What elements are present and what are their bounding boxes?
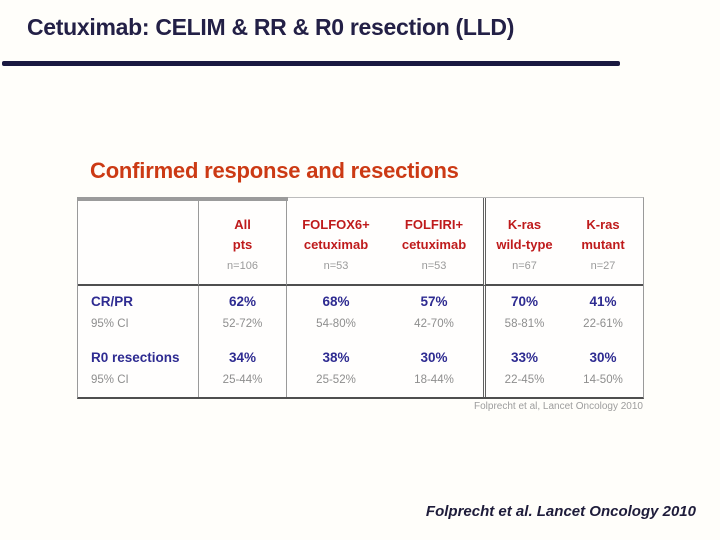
header-n: n=106 <box>227 259 258 272</box>
header-cell-rowlabels <box>78 198 199 286</box>
header-line1: K-ras <box>507 216 542 232</box>
header-line2: cetuximab <box>401 236 467 252</box>
value-cell: 30% <box>420 349 448 365</box>
ci-cell: 52-72% <box>199 316 287 342</box>
value-cell: 57% <box>420 293 448 309</box>
header-line1: FOLFIRI+ <box>404 216 464 232</box>
header-line2: mutant <box>581 236 625 252</box>
ci-cell: 25-52% <box>316 374 356 386</box>
header-n: n=53 <box>323 259 349 272</box>
ci-cell: 25-44% <box>199 372 287 397</box>
header-line1: K-ras <box>586 216 620 232</box>
header-cell-folfox6-cetuximab: FOLFOX6+ cetuximab n=53 <box>287 198 385 286</box>
value-cell: 34% <box>199 342 287 372</box>
ci-cell: 54-80% <box>316 318 356 330</box>
header-line2: wild-type <box>496 236 553 252</box>
ci-cell: 18-44% <box>414 374 454 386</box>
value-cell: 70% <box>483 286 563 316</box>
row-label-crpr: CR/PR <box>78 286 199 316</box>
figure-title: Confirmed response and resections <box>90 158 459 183</box>
ci-cell: 14-50% <box>583 374 623 386</box>
header-cell-all-pts: All pts n=106 <box>199 198 287 286</box>
ci-cell: 22-61% <box>583 318 623 330</box>
header-line1: FOLFOX6+ <box>302 216 370 232</box>
header-cell-kras-mutant: K-ras mutant n=27 <box>563 198 643 286</box>
ci-cell: 58-81% <box>483 316 563 342</box>
header-n: n=27 <box>590 259 616 272</box>
ci-cell: 22-45% <box>483 372 563 397</box>
value-cell: 68% <box>322 293 350 309</box>
row-label-ci: 95% CI <box>78 372 199 397</box>
row-label-ci: 95% CI <box>78 316 199 342</box>
header-line2: pts <box>232 236 253 252</box>
header-cell-kras-wildtype: K-ras wild-type n=67 <box>483 198 563 286</box>
title-underline <box>2 61 620 66</box>
value-cell: 33% <box>483 342 563 372</box>
footer-citation: Folprecht et al. Lancet Oncology 2010 <box>425 503 696 520</box>
table-top-accent-bar <box>77 197 288 201</box>
header-n: n=67 <box>512 259 537 272</box>
results-figure: Confirmed response and resections All pt… <box>77 158 644 418</box>
value-cell: 30% <box>589 349 617 365</box>
ci-cell: 42-70% <box>414 318 454 330</box>
value-cell: 62% <box>199 286 287 316</box>
header-n: n=53 <box>421 259 447 272</box>
value-cell: 41% <box>589 293 617 309</box>
row-label-r0-resections: R0 resections <box>78 342 199 372</box>
header-line1: All <box>234 216 251 232</box>
value-cell: 38% <box>322 349 350 365</box>
results-table: All pts n=106 FOLFOX6+ cetuximab n=53 FO… <box>77 197 644 399</box>
figure-source-note: Folprecht et al, Lancet Oncology 2010 <box>474 401 643 412</box>
slide-title: Cetuximab: CELIM & RR & R0 resection (LL… <box>27 14 515 40</box>
header-line2: cetuximab <box>303 236 369 252</box>
header-cell-folfiri-cetuximab: FOLFIRI+ cetuximab n=53 <box>385 198 483 286</box>
